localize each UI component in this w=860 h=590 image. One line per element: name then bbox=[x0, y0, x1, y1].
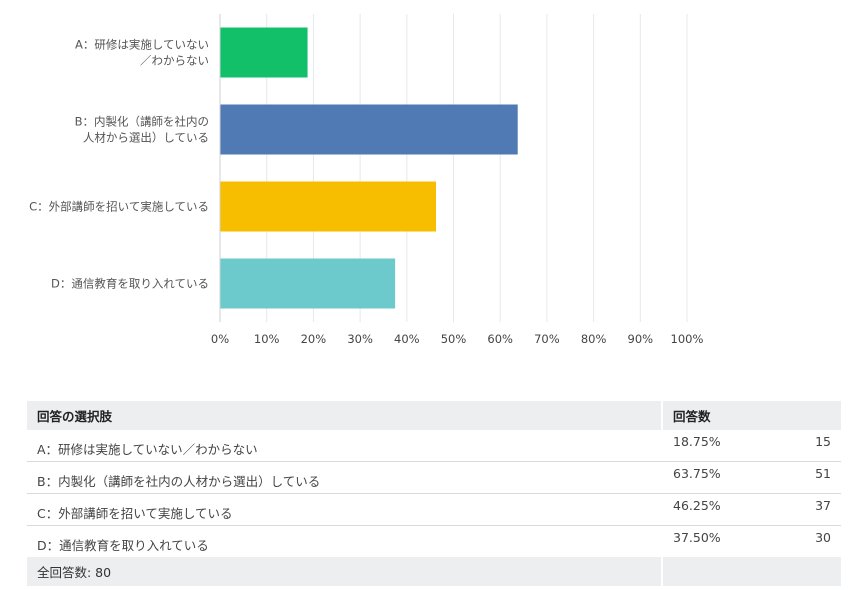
row-count: 30 bbox=[815, 530, 831, 545]
category-label: D：通信教育を取り入れている bbox=[51, 277, 209, 291]
row-count: 37 bbox=[815, 498, 831, 513]
table-footer: 全回答数: 80 bbox=[27, 557, 841, 586]
row-count: 15 bbox=[815, 434, 831, 449]
bar-a bbox=[220, 27, 308, 78]
bar-chart: A：研修は実施していない ／わからない B：内製化（講師を社内の人材から選出）してい… bbox=[29, 14, 704, 346]
row-label: A：研修は実施していない／わからない bbox=[37, 442, 258, 457]
total-responses: 全回答数: 80 bbox=[37, 565, 112, 580]
category-label: C：外部講師を招いて実施している bbox=[29, 200, 209, 214]
x-tick-label: 20% bbox=[301, 332, 327, 346]
x-tick-label: 10% bbox=[254, 332, 280, 346]
row-percent: 63.75% bbox=[673, 466, 721, 481]
footer-empty-cell bbox=[661, 557, 841, 586]
row-label: D：通信教育を取り入れている bbox=[37, 538, 209, 553]
table-header: 回答の選択肢 回答数 bbox=[27, 401, 841, 430]
x-tick-label: 40% bbox=[394, 332, 420, 346]
row-values: 18.75% 15 bbox=[661, 430, 841, 461]
row-percent: 37.50% bbox=[673, 530, 721, 545]
row-percent: 46.25% bbox=[673, 498, 721, 513]
x-tick-label: 60% bbox=[487, 332, 513, 346]
table-row: B：内製化（講師を社内の人材から選出）している 63.75% 51 bbox=[27, 462, 841, 494]
x-tick-label: 90% bbox=[628, 332, 654, 346]
category-label: ／わからない bbox=[140, 54, 209, 68]
bar-b bbox=[220, 104, 518, 155]
x-tick-label: 30% bbox=[347, 332, 373, 346]
row-percent: 18.75% bbox=[673, 434, 721, 449]
row-values: 63.75% 51 bbox=[661, 462, 841, 493]
table-row: C：外部講師を招いて実施している 46.25% 37 bbox=[27, 494, 841, 526]
x-tick-label: 50% bbox=[441, 332, 467, 346]
table-row: D：通信教育を取り入れている 37.50% 30 bbox=[27, 526, 841, 557]
category-label: B：内製化（講師を社内の bbox=[75, 115, 209, 129]
category-label: A：研修は実施していない bbox=[75, 38, 209, 52]
bar-d bbox=[220, 258, 396, 309]
x-tick-label: 70% bbox=[534, 332, 560, 346]
header-answers: 回答数 bbox=[661, 401, 841, 430]
row-label: B：内製化（講師を社内の人材から選出）している bbox=[37, 474, 321, 489]
header-choice: 回答の選択肢 bbox=[37, 409, 113, 424]
x-tick-label: 0% bbox=[211, 332, 229, 346]
bar-c bbox=[220, 181, 436, 232]
row-values: 46.25% 37 bbox=[661, 494, 841, 525]
table-row: A：研修は実施していない／わからない 18.75% 15 bbox=[27, 430, 841, 462]
results-table: 回答の選択肢 回答数 A：研修は実施していない／わからない 18.75% 15 … bbox=[27, 401, 841, 586]
row-values: 37.50% 30 bbox=[661, 526, 841, 557]
x-tick-label: 100% bbox=[671, 332, 704, 346]
x-tick-label: 80% bbox=[581, 332, 607, 346]
row-count: 51 bbox=[815, 466, 831, 481]
row-label: C：外部講師を招いて実施している bbox=[37, 506, 233, 521]
category-label: 人材から選出）している bbox=[83, 131, 209, 145]
